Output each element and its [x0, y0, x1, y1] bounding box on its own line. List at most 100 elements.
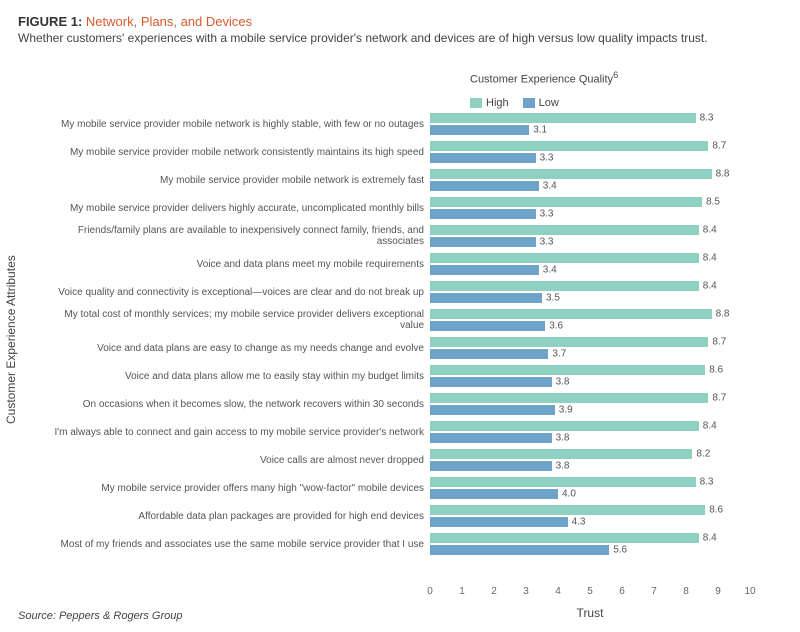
bar-low: [430, 237, 536, 247]
chart-row: Voice calls are almost never dropped8.23…: [38, 446, 782, 474]
bar-high: [430, 477, 696, 487]
row-label: Voice and data plans meet my mobile requ…: [38, 259, 430, 270]
bar-high: [430, 309, 712, 319]
chart-row: Voice and data plans meet my mobile requ…: [38, 250, 782, 278]
bar-high: [430, 281, 699, 291]
row-bars: 8.83.6: [430, 306, 782, 334]
x-tick: 10: [744, 586, 755, 597]
row-label: Voice quality and connectivity is except…: [38, 287, 430, 298]
figure-label: FIGURE 1:: [18, 14, 82, 29]
figure-subtitle: Whether customers' experiences with a mo…: [18, 31, 782, 45]
bar-high: [430, 393, 708, 403]
legend-swatch-high: [470, 98, 482, 108]
bar-high: [430, 421, 699, 431]
value-low: 3.8: [556, 433, 570, 444]
x-axis: 012345678910: [430, 584, 750, 602]
value-high: 8.5: [706, 197, 720, 208]
chart-row: My mobile service provider mobile networ…: [38, 166, 782, 194]
x-tick: 6: [619, 586, 625, 597]
value-high: 8.8: [716, 309, 730, 320]
row-bars: 8.4 3.8: [430, 418, 782, 446]
bar-high: [430, 505, 705, 515]
bar-high: [430, 253, 699, 263]
row-bars: 8.73.9: [430, 390, 782, 418]
value-high: 8.7: [712, 393, 726, 404]
value-low: 3.1: [533, 125, 547, 136]
chart-row: My mobile service provider delivers high…: [38, 194, 782, 222]
value-high: 8.4: [703, 533, 717, 544]
value-low: 3.8: [556, 461, 570, 472]
row-label: My mobile service provider mobile networ…: [38, 175, 430, 186]
row-bars: 8.23.8: [430, 446, 782, 474]
bar-high: [430, 449, 692, 459]
value-high: 8.3: [700, 477, 714, 488]
value-high: 8.3: [700, 113, 714, 124]
chart-row: Most of my friends and associates use th…: [38, 530, 782, 558]
row-bars: 8.53.3: [430, 194, 782, 222]
chart-row: My total cost of monthly services; my mo…: [38, 306, 782, 334]
bar-low: [430, 209, 536, 219]
value-high: 8.8: [716, 169, 730, 180]
value-low: 3.8: [556, 377, 570, 388]
row-bars: 8.4 5.6: [430, 530, 782, 558]
bar-low: [430, 545, 609, 555]
value-high: 8.6: [709, 365, 723, 376]
x-axis-label: Trust: [577, 606, 604, 620]
value-high: 8.7: [712, 337, 726, 348]
x-tick: 4: [555, 586, 561, 597]
x-tick: 1: [459, 586, 465, 597]
bar-low: [430, 517, 568, 527]
chart-row: Voice and data plans are easy to change …: [38, 334, 782, 362]
chart-row: Affordable data plan packages are provid…: [38, 502, 782, 530]
row-bars: 8.6 3.8: [430, 362, 782, 390]
x-tick: 7: [651, 586, 657, 597]
legend-item-low: Low: [523, 97, 559, 109]
value-high: 8.4: [703, 281, 717, 292]
bar-low: [430, 181, 539, 191]
row-bars: 8.6 4.3: [430, 502, 782, 530]
row-bars: 8.3 4.0: [430, 474, 782, 502]
bar-high: [430, 365, 705, 375]
row-label: On occasions when it becomes slow, the n…: [38, 399, 430, 410]
legend-title: Customer Experience Quality6: [470, 70, 618, 86]
row-label: Friends/family plans are available to in…: [38, 225, 430, 247]
bar-high: [430, 337, 708, 347]
value-low: 3.4: [543, 181, 557, 192]
bar-low: [430, 461, 552, 471]
row-bars: 8.4 3.4: [430, 250, 782, 278]
value-low: 5.6: [613, 545, 627, 556]
bar-low: [430, 349, 548, 359]
row-label: My mobile service provider mobile networ…: [38, 119, 430, 130]
row-bars: 8.8 3.4: [430, 166, 782, 194]
value-low: 3.3: [540, 153, 554, 164]
bar-low: [430, 321, 545, 331]
chart-row: I'm always able to connect and gain acce…: [38, 418, 782, 446]
x-tick: 3: [523, 586, 529, 597]
bar-high: [430, 169, 712, 179]
legend-item-high: High: [470, 97, 509, 109]
x-tick: 8: [683, 586, 689, 597]
chart-row: Friends/family plans are available to in…: [38, 222, 782, 250]
value-low: 3.4: [543, 265, 557, 276]
y-axis-label: Customer Experience Attributes: [4, 255, 18, 424]
value-high: 8.7: [712, 141, 726, 152]
value-low: 4.3: [572, 517, 586, 528]
chart-row: My mobile service provider offers many h…: [38, 474, 782, 502]
row-label: I'm always able to connect and gain acce…: [38, 427, 430, 438]
row-label: My mobile service provider offers many h…: [38, 483, 430, 494]
bar-low: [430, 125, 529, 135]
value-high: 8.4: [703, 421, 717, 432]
figure-title-line: FIGURE 1: Network, Plans, and Devices: [18, 14, 782, 29]
bar-low: [430, 489, 558, 499]
chart-row: On occasions when it becomes slow, the n…: [38, 390, 782, 418]
row-label: Affordable data plan packages are provid…: [38, 511, 430, 522]
x-tick: 0: [427, 586, 433, 597]
value-low: 4.0: [562, 489, 576, 500]
value-high: 8.4: [703, 253, 717, 264]
figure-title: Network, Plans, and Devices: [86, 14, 252, 29]
source-line: Source: Peppers & Rogers Group: [18, 610, 182, 622]
value-low: 3.5: [546, 293, 560, 304]
x-tick: 9: [715, 586, 721, 597]
row-label: Most of my friends and associates use th…: [38, 539, 430, 550]
value-high: 8.6: [709, 505, 723, 516]
